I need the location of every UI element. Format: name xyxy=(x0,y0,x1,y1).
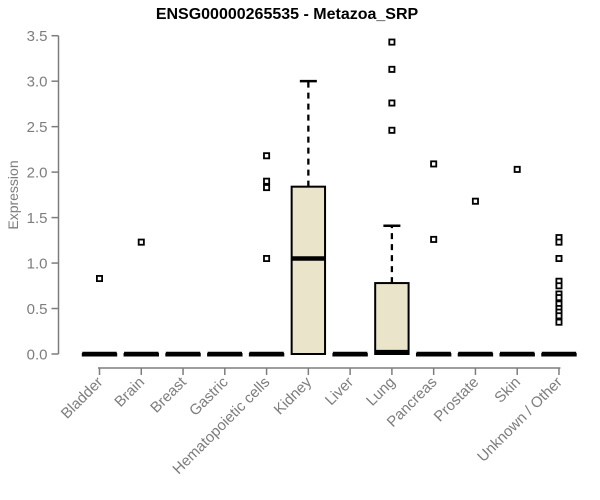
y-tick-label: 1.5 xyxy=(27,210,48,227)
outlier-point-lung xyxy=(388,65,396,73)
chart-title: ENSG00000265535 - Metazoa_SRP xyxy=(155,6,419,23)
outlier-point-unknown-other xyxy=(555,318,563,326)
outlier-point-unknown-other xyxy=(555,238,563,246)
x-axis-label-bladder: Bladder xyxy=(58,374,107,423)
outlier-point-hematopoietic-cells xyxy=(263,152,271,160)
x-axis-label-brain: Brain xyxy=(111,374,148,411)
outlier-point-unknown-other xyxy=(555,282,563,290)
y-tick-label: 1.0 xyxy=(27,255,48,272)
x-axis-label-skin: Skin xyxy=(491,374,524,407)
x-axis-label-liver: Liver xyxy=(322,374,357,409)
x-axis-label-lung: Lung xyxy=(363,374,399,410)
y-tick-label: 3.5 xyxy=(27,28,48,45)
outlier-point-pancreas xyxy=(430,160,438,168)
outlier-point-hematopoietic-cells xyxy=(263,255,271,263)
box-kidney xyxy=(290,185,327,355)
outlier-point-prostate xyxy=(471,197,479,205)
outlier-point-lung xyxy=(388,38,396,46)
outlier-point-unknown-other xyxy=(555,255,563,263)
outlier-point-brain xyxy=(137,238,145,246)
x-axis-label-kidney: Kidney xyxy=(271,373,316,418)
outlier-point-unknown-other xyxy=(555,312,563,320)
outlier-point-lung xyxy=(388,126,396,134)
y-tick-label: 3.0 xyxy=(27,73,48,90)
outlier-point-pancreas xyxy=(430,235,438,243)
y-tick-label: 0.0 xyxy=(27,346,48,363)
outlier-point-hematopoietic-cells xyxy=(263,177,271,185)
box-lung xyxy=(374,282,410,355)
outlier-point-hematopoietic-cells xyxy=(263,184,271,192)
outlier-point-lung xyxy=(388,99,396,107)
y-tick-label: 2.5 xyxy=(27,119,48,136)
outlier-point-unknown-other xyxy=(555,294,563,302)
y-tick-label: 0.5 xyxy=(27,301,48,318)
y-tick-label: 2.0 xyxy=(27,164,48,181)
outlier-point-skin xyxy=(513,165,521,173)
x-axis-label-breast: Breast xyxy=(147,373,190,416)
outlier-point-bladder xyxy=(96,275,104,283)
x-axis-label-prostate: Prostate xyxy=(431,374,483,426)
